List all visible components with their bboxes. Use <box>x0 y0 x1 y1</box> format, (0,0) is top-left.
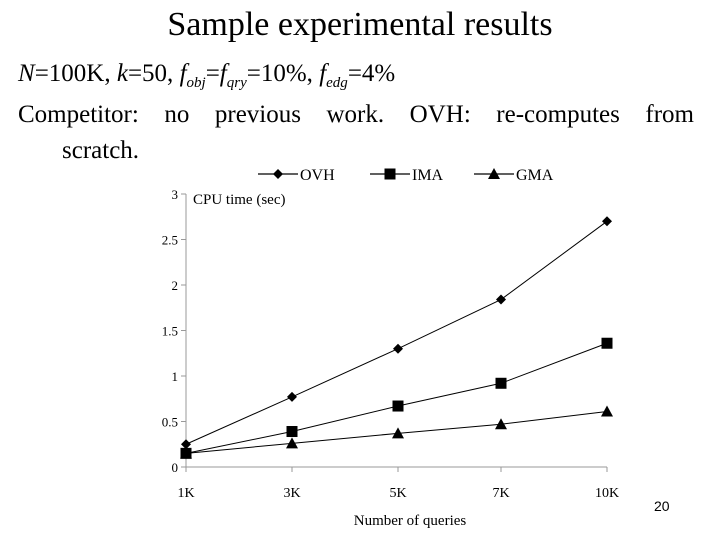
y-tick-label: 2.5 <box>162 233 178 248</box>
x-tick-label: 1K <box>177 486 194 501</box>
param-f-obj-sub: obj <box>186 75 206 91</box>
param-n: N <box>18 60 35 87</box>
param-f-qry-sub: qry <box>226 75 247 91</box>
param-k: k <box>116 60 128 87</box>
y-axis-label: CPU time (sec) <box>193 192 285 208</box>
data-point-ovh <box>393 343 403 354</box>
data-point-ima <box>495 377 507 389</box>
legend-marker-ima <box>384 168 396 180</box>
y-tick-label: 0 <box>172 460 179 475</box>
legend-label-gma: GMA <box>516 167 554 184</box>
x-axis-label: Number of queries <box>354 513 467 529</box>
y-tick-label: 2 <box>172 278 179 293</box>
legend-label-ima: IMA <box>412 167 444 184</box>
data-point-ovh <box>496 294 506 305</box>
data-point-gma <box>392 427 404 439</box>
data-point-ima <box>392 400 404 412</box>
competitor-line: Competitor: no previous work. OVH: re-co… <box>18 101 694 128</box>
y-tick-label: 3 <box>172 187 179 202</box>
x-tick-label: 3K <box>283 486 300 501</box>
param-equals: = <box>205 60 220 87</box>
param-f-qry-value: =10%, <box>246 60 320 87</box>
x-tick-label: 5K <box>389 486 406 501</box>
legend-marker-gma <box>488 168 500 179</box>
data-point-ovh <box>287 391 297 402</box>
legend-marker-ovh <box>273 169 283 179</box>
param-f-qry: f <box>219 60 227 87</box>
x-tick-label: 7K <box>492 486 509 501</box>
data-point-ima <box>601 337 613 349</box>
slide-title: Sample experimental results <box>167 6 553 43</box>
data-point-ima <box>286 426 298 438</box>
y-tick-label: 0.5 <box>162 415 178 430</box>
data-point-ovh <box>181 439 191 450</box>
page-number: 20 <box>654 498 670 514</box>
param-f-edg-sub: edg <box>326 75 348 91</box>
x-tick-label: 10K <box>595 486 619 501</box>
legend-label-ovh: OVH <box>300 167 335 184</box>
data-point-gma <box>495 418 507 430</box>
param-f-edg: f <box>319 60 327 87</box>
param-k-value: =50, <box>127 60 180 87</box>
param-f-obj: f <box>179 60 187 87</box>
competitor-line-continued: scratch. <box>62 137 140 164</box>
data-point-gma <box>180 447 192 459</box>
data-point-gma <box>601 405 613 417</box>
param-n-value: =100K, <box>34 60 117 87</box>
parameter-line: N=100K, k=50, fobj=fqry=10%, fedg=4% <box>18 60 396 91</box>
y-tick-label: 1 <box>172 369 179 384</box>
y-tick-label: 1.5 <box>162 324 178 339</box>
data-point-gma <box>286 437 298 449</box>
param-f-edg-value: =4% <box>347 60 396 87</box>
data-point-ovh <box>602 216 612 227</box>
